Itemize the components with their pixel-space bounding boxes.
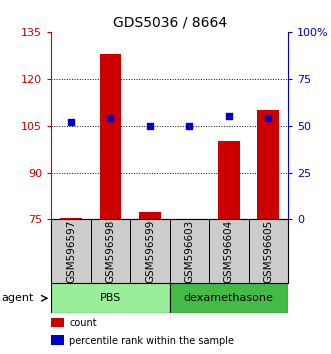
Bar [169,283,288,313]
Title: GDS5036 / 8664: GDS5036 / 8664 [113,15,227,29]
Bar [60,218,82,219]
Bar [91,219,130,283]
Text: GSM596605: GSM596605 [263,220,273,283]
Bar [169,219,209,283]
Bar [258,110,279,219]
Text: agent: agent [2,293,34,303]
Text: GSM596599: GSM596599 [145,219,155,283]
Text: count: count [69,318,97,328]
Bar [139,212,161,219]
Bar [218,141,240,219]
Point [265,115,271,121]
Bar [178,218,200,219]
Text: GSM596604: GSM596604 [224,220,234,283]
Bar [51,283,169,313]
Bar [51,318,64,327]
Point [187,123,192,129]
Point [69,119,74,125]
Text: GSM596603: GSM596603 [184,220,194,283]
Point [108,115,113,121]
Bar [51,219,91,283]
Text: dexamethasone: dexamethasone [184,293,274,303]
Point [147,123,153,129]
Text: GSM596598: GSM596598 [106,219,116,283]
Bar [130,219,169,283]
Bar [100,54,121,219]
Bar [249,219,288,283]
Text: percentile rank within the sample: percentile rank within the sample [69,336,234,346]
Text: PBS: PBS [100,293,121,303]
Bar [51,335,64,345]
Text: GSM596597: GSM596597 [66,219,76,283]
Bar [209,219,249,283]
Point [226,113,231,119]
